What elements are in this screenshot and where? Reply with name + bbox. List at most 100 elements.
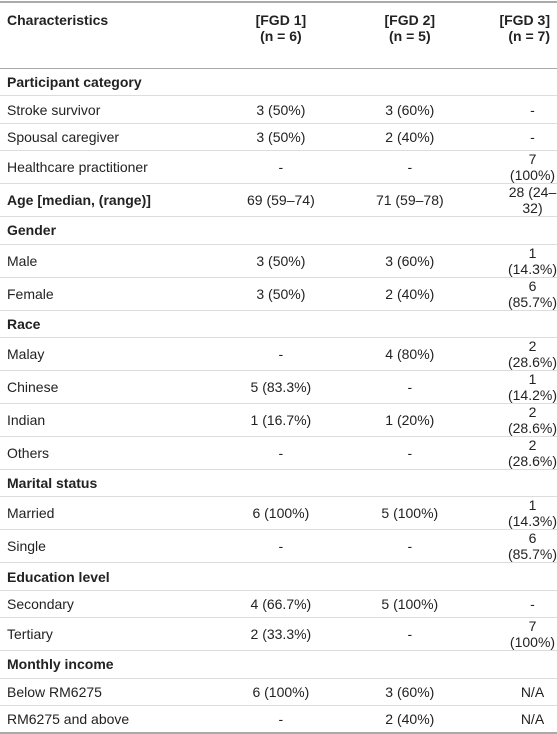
cell-value: 6 (100%)	[220, 678, 342, 706]
data-row: Female 3 (50%) 2 (40%) 6 (85.7%)	[0, 277, 557, 311]
header-n: (n = 5)	[388, 28, 431, 44]
cell-value: 1 (14.3%)	[477, 496, 557, 531]
section-label: Gender	[0, 216, 557, 245]
column-header: [FGD 1] (n = 6)	[220, 1, 342, 69]
row-label: Chinese	[0, 370, 221, 404]
row-label: Malay	[0, 337, 221, 371]
data-row: Indian 1 (16.7%) 1 (20%) 2 (28.6%)	[0, 403, 557, 437]
cell-value: -	[477, 590, 557, 619]
cell-value: 2 (28.6%)	[477, 337, 557, 371]
cell-value: 69 (59–74)	[220, 183, 342, 218]
section-row: Monthly income	[0, 650, 557, 679]
section-row: Age [median, (range)] 69 (59–74) 71 (59–78…	[0, 183, 557, 218]
cell-value: N/A	[477, 678, 557, 706]
row-label: RM6275 and above	[0, 705, 221, 734]
data-row: Chinese 5 (83.3%) -1 (14.2%)	[0, 370, 557, 404]
cell-value: 3 (60%)	[341, 678, 478, 706]
cell-value: 2 (33.3%)	[220, 617, 342, 652]
section-row: Participant category	[0, 68, 557, 97]
cell-value: 2 (28.6%)	[477, 436, 557, 470]
data-row: Below RM6275 6 (100%) 3 (60%) N/A	[0, 678, 557, 706]
data-row: Others - -2 (28.6%)	[0, 436, 557, 470]
data-row: Malay -4 (80%) 2 (28.6%)	[0, 337, 557, 371]
cell-value: 3 (50%)	[220, 244, 342, 278]
header-row: Characteristics [FGD 1] (n = 6) [FGD 2] (n =…	[0, 1, 557, 69]
header-n: (n = 6)	[260, 28, 302, 44]
cell-value: 1 (14.2%)	[477, 370, 557, 404]
cell-value: 3 (50%)	[220, 95, 342, 124]
cell-value: 3 (50%)	[220, 123, 342, 152]
cell-value: -	[477, 123, 557, 152]
cell-value: -	[341, 436, 478, 470]
cell-value: 6 (85.7%)	[477, 277, 557, 311]
row-label: Married	[0, 496, 221, 531]
cell-value: 28 (24–32)	[477, 183, 557, 218]
data-row: Secondary 4 (66.7%) 5 (100%) -	[0, 590, 557, 619]
data-row: Tertiary 2 (33.3%) -7 (100%)	[0, 617, 557, 652]
cell-value: -	[341, 150, 478, 185]
cell-value: -	[220, 705, 342, 734]
cell-value: -	[341, 370, 478, 404]
data-row: Stroke survivor 3 (50%) 3 (60%) -	[0, 95, 557, 124]
section-row: Education level	[0, 562, 557, 591]
cell-value: 3 (60%)	[341, 95, 478, 124]
cell-value: 71 (59–78)	[341, 183, 478, 218]
cell-value: 2 (40%)	[341, 277, 478, 311]
section-row: Race	[0, 310, 557, 338]
header-label: [FGD 2]	[384, 12, 436, 28]
cell-value: 5 (83.3%)	[220, 370, 342, 404]
cell-value: 1 (14.3%)	[477, 244, 557, 278]
data-row: Single - -6 (85.7%)	[0, 529, 557, 564]
header-label: Characteristics	[7, 12, 109, 28]
header-label: [FGD 1]	[255, 12, 307, 28]
table-header: Characteristics [FGD 1] (n = 6) [FGD 2] (n =…	[0, 1, 557, 69]
row-label: Tertiary	[0, 617, 221, 652]
cell-value: 2 (40%)	[341, 705, 478, 734]
section-row: Gender	[0, 216, 557, 245]
row-label: Indian	[0, 403, 221, 437]
row-label: Healthcare practitioner	[0, 150, 221, 185]
cell-value: 6 (85.7%)	[477, 529, 557, 564]
cell-value: 4 (66.7%)	[220, 590, 342, 619]
header-label: [FGD 3]	[499, 12, 550, 28]
cell-value: -	[220, 436, 342, 470]
section-label: Marital status	[0, 469, 557, 498]
section-label: Race	[0, 310, 557, 338]
cell-value: 7 (100%)	[477, 150, 557, 185]
row-label: Secondary	[0, 590, 221, 619]
cell-value: 1 (20%)	[341, 403, 478, 437]
column-header: [FGD 3] (n = 7)	[477, 1, 557, 69]
cell-value: -	[220, 529, 342, 564]
column-header: [FGD 2] (n = 5)	[341, 1, 478, 69]
section-label: Participant category	[0, 68, 557, 97]
cell-value: 2 (28.6%)	[477, 403, 557, 437]
cell-value: -	[341, 529, 478, 564]
row-label: Male	[0, 244, 221, 278]
cell-value: 3 (50%)	[220, 277, 342, 311]
row-label: Others	[0, 436, 221, 470]
data-row: Married 6 (100%) 5 (100%) 1 (14.3%)	[0, 496, 557, 531]
table-body: Participant category Stroke survivor 3 (50…	[0, 68, 557, 734]
header-n: (n = 7)	[508, 28, 550, 44]
section-label: Monthly income	[0, 650, 557, 679]
section-row: Marital status	[0, 469, 557, 498]
data-row: RM6275 and above -2 (40%) N/A	[0, 705, 557, 734]
data-row: Healthcare practitioner - -7 (100%)	[0, 150, 557, 185]
cell-value: 3 (60%)	[341, 244, 478, 278]
cell-value: 4 (80%)	[341, 337, 478, 371]
cell-value: -	[477, 95, 557, 124]
cell-value: -	[220, 337, 342, 371]
section-label: Education level	[0, 562, 557, 591]
cell-value: 7 (100%)	[477, 617, 557, 652]
row-label: Single	[0, 529, 221, 564]
cell-value: 5 (100%)	[341, 496, 478, 531]
row-label: Below RM6275	[0, 678, 221, 706]
cell-value: 5 (100%)	[341, 590, 478, 619]
data-row: Spousal caregiver 3 (50%) 2 (40%) -	[0, 123, 557, 152]
column-header: Characteristics	[0, 1, 221, 69]
row-label: Female	[0, 277, 221, 311]
cell-value: -	[220, 150, 342, 185]
cell-value: 2 (40%)	[341, 123, 478, 152]
